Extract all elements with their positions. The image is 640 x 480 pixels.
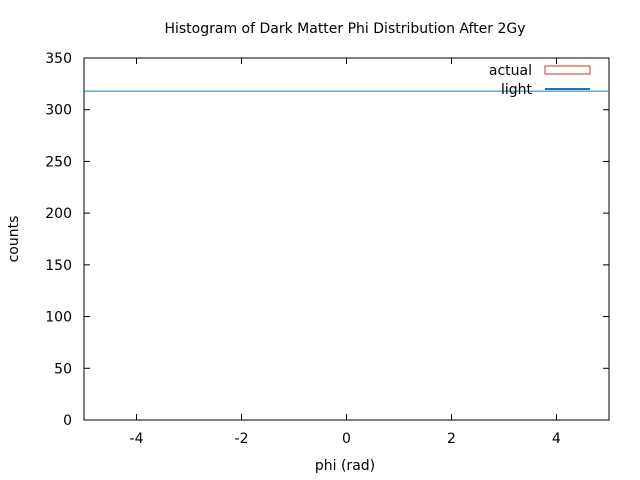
y-axis-ticks: 0 50 100 150 200 250 300 350 [45, 51, 609, 429]
y-axis-label: counts [6, 216, 22, 263]
x-tick-label: 2 [447, 431, 456, 447]
x-tick-label: 0 [342, 431, 351, 447]
y-tick-label: 200 [45, 206, 72, 222]
x-axis-ticks: -4 -2 0 2 4 [130, 58, 561, 447]
legend-swatch-actual [544, 65, 591, 75]
x-tick-label: -4 [130, 431, 144, 447]
y-tick-label: 300 [45, 103, 72, 119]
y-tick-label: 0 [63, 413, 72, 429]
y-tick-label: 150 [45, 258, 72, 274]
y-tick-label: 50 [54, 361, 72, 377]
y-tick-label: 250 [45, 154, 72, 170]
y-tick-label: 100 [45, 310, 72, 326]
y-tick-label: 350 [45, 51, 72, 67]
legend: actual light [489, 63, 591, 98]
chart-title: Histogram of Dark Matter Phi Distributio… [164, 21, 525, 37]
legend-label-actual: actual [489, 63, 532, 79]
x-axis-label: phi (rad) [315, 458, 375, 474]
x-tick-label: -2 [235, 431, 249, 447]
x-tick-label: 4 [552, 431, 561, 447]
legend-label-light: light [501, 82, 533, 98]
